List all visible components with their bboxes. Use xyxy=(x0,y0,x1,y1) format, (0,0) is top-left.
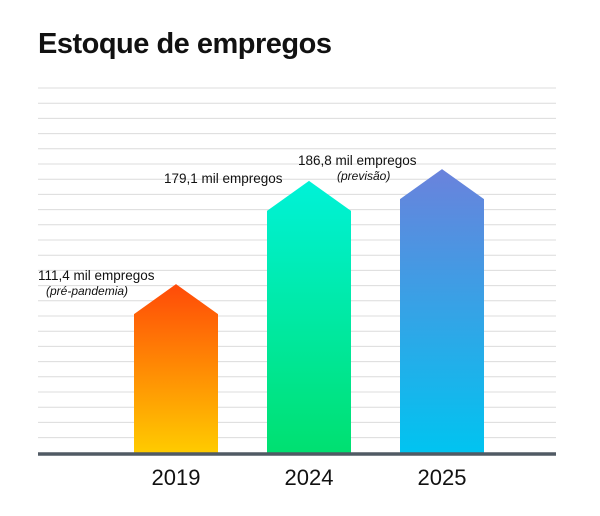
bar-2025 xyxy=(400,169,484,454)
chart-title: Estoque de empregos xyxy=(38,28,332,60)
data-label-2019: 111,4 mil empregos xyxy=(38,268,155,283)
bars xyxy=(134,169,484,454)
x-tick-2024: 2024 xyxy=(285,465,334,490)
x-axis-ticks: 2019 2024 2025 xyxy=(152,465,467,490)
bar-2024 xyxy=(267,180,351,454)
annotation-2025: (previsão) xyxy=(337,169,390,183)
data-label-2025: 186,8 mil empregos xyxy=(298,153,417,168)
x-tick-2019: 2019 xyxy=(152,465,201,490)
data-label-2024: 179,1 mil empregos xyxy=(164,171,283,186)
bar-2019 xyxy=(134,284,218,454)
annotation-2019: (pré-pandemia) xyxy=(46,284,128,298)
data-labels: 111,4 mil empregos(pré-pandemia) 179,1 mi… xyxy=(38,153,417,298)
x-tick-2025: 2025 xyxy=(418,465,467,490)
